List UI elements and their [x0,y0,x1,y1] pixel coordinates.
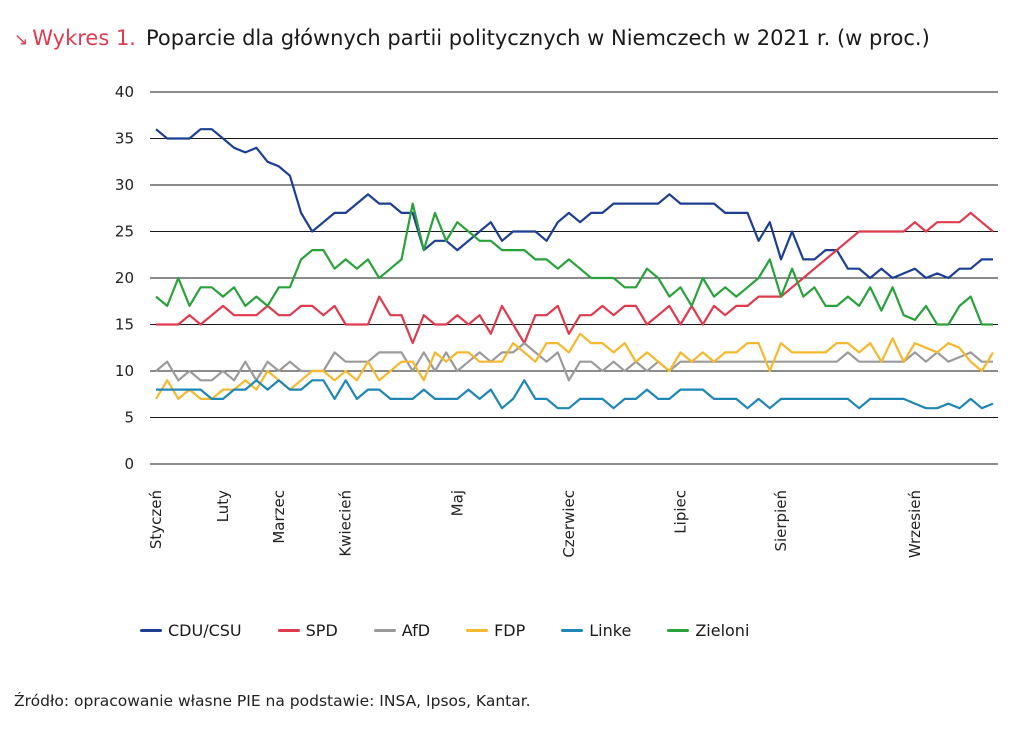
legend-label: Zieloni [695,621,750,640]
x-axis-ticks: Styczeń Luty Marzec Kwiecień Maj Czerwiec Lipi… [147,490,924,558]
line-chart: 0 5 10 15 20 25 30 35 40 Styczeń Luty Marzec Kwieci… [115,83,998,558]
legend-swatch [140,629,162,632]
y-tick-label: 0 [124,455,134,473]
y-axis-ticks: 0 5 10 15 20 25 30 35 40 [115,83,134,473]
legend-label: Linke [589,621,632,640]
series-line-afd [155,342,993,382]
source-note: Źródło: opracowanie własne PIE na podsta… [14,692,531,710]
series-line-fdp [155,332,994,400]
x-tick-label: Wrzesień [906,490,924,558]
legend-swatch [667,629,690,632]
y-tick-label: 10 [115,362,134,380]
x-tick-label: Sierpień [772,490,790,552]
x-tick-label: Luty [214,490,232,522]
y-tick-label: 40 [115,83,134,101]
x-tick-label: Maj [448,490,466,516]
x-tick-label: Lipiec [672,490,690,534]
legend-item: Linke [561,621,631,640]
legend: CDU/CSU SPD AfD FDP Linke Zieloni [140,621,785,640]
legend-item: CDU/CSU [140,621,242,640]
y-tick-label: 30 [115,176,134,194]
legend-item: AfD [373,621,431,640]
y-tick-label: 5 [124,409,134,427]
x-tick-label: Styczeń [147,490,165,549]
chart-header: ↘ Wykres 1. Poparcie dla głównych partii p… [14,26,930,50]
series-line-zieloni [155,202,993,326]
legend-label: AfD [401,621,431,640]
y-tick-label: 15 [115,316,134,334]
x-tick-label: Marzec [270,490,288,544]
chart-title: Poparcie dla głównych partii politycznyc… [145,26,930,50]
legend-swatch [373,629,396,632]
legend-swatch [561,629,584,632]
series-line-linke [156,379,994,410]
x-tick-label: Kwiecień [337,490,355,557]
legend-swatch [277,629,300,632]
y-tick-label: 25 [115,223,134,241]
figure-label: Wykres 1. [32,26,136,50]
legend-item: FDP [466,621,525,640]
y-tick-label: 35 [115,130,134,148]
y-tick-label: 20 [115,269,134,287]
legend-swatch [466,629,489,632]
legend-label: CDU/CSU [168,621,242,640]
legend-label: SPD [305,621,338,640]
series-line-cdu-csu [155,128,993,280]
arrow-icon: ↘ [14,30,29,50]
x-tick-label: Czerwiec [560,490,578,558]
legend-item: Zieloni [667,621,749,640]
legend-label: FDP [494,621,526,640]
series-lines [155,128,994,410]
series-line-spd [156,211,994,345]
legend-item: SPD [277,621,338,640]
